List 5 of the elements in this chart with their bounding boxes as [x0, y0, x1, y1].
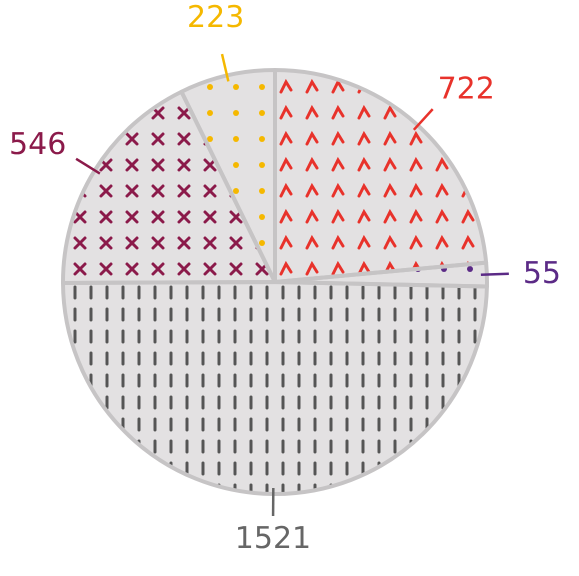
data-label: 546: [9, 127, 66, 162]
data-label: 55: [522, 256, 562, 291]
data-label: 223: [187, 0, 244, 35]
data-label: 722: [438, 71, 495, 106]
data-label: 1521: [234, 520, 312, 556]
